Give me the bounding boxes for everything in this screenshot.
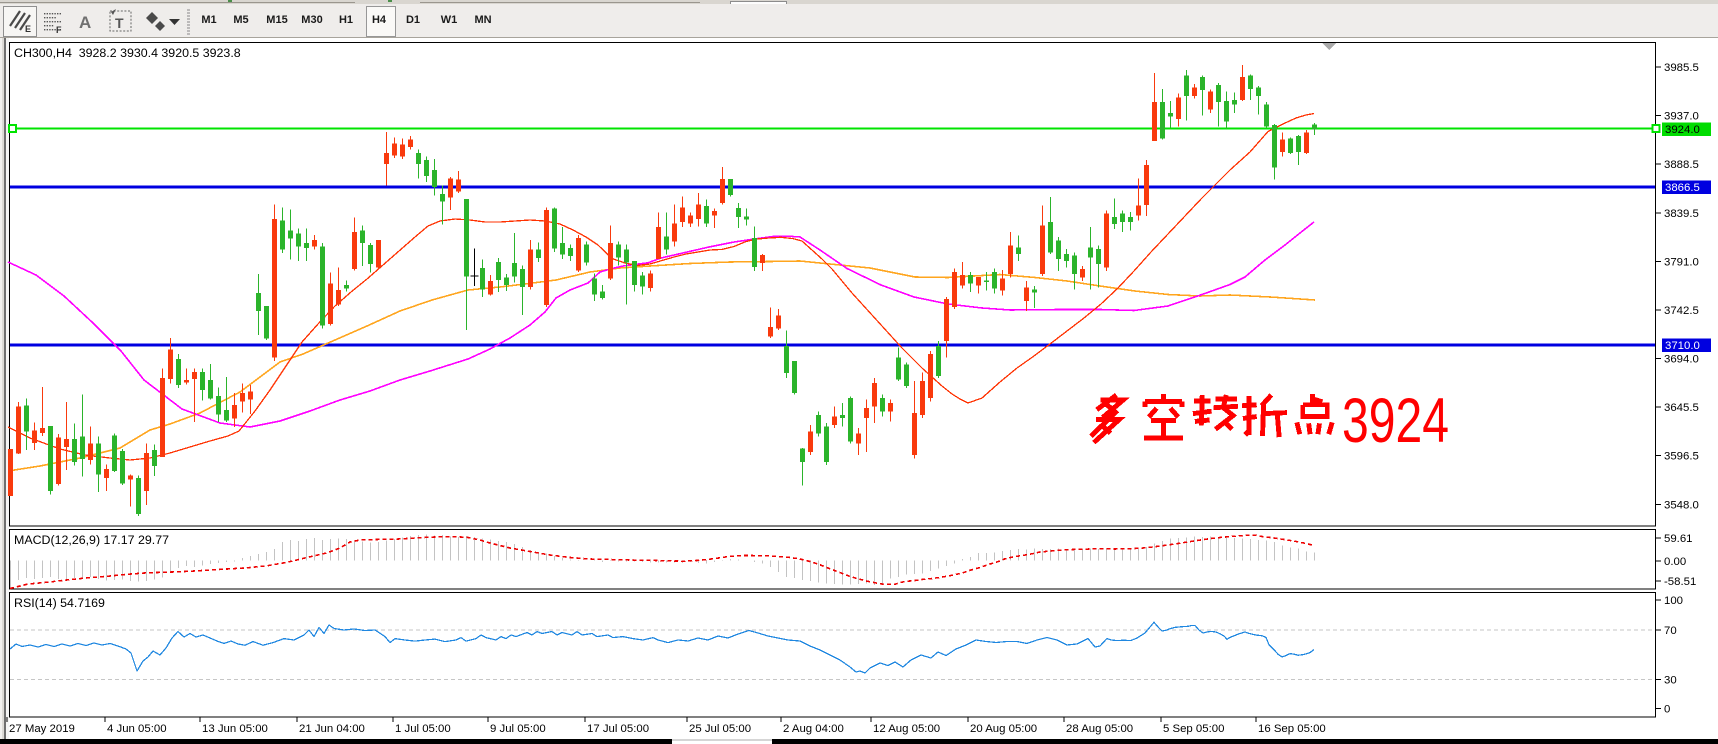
svg-text:RSI(14) 54.7169: RSI(14) 54.7169	[14, 596, 105, 610]
svg-text:CH300,H4 3928.2 3930.4 3920.5: CH300,H4 3928.2 3930.4 3920.5 3923.8	[14, 46, 241, 60]
svg-text:3645.5: 3645.5	[1664, 402, 1699, 414]
svg-text:3924: 3924	[1342, 386, 1449, 456]
svg-text:28 Aug 05:00: 28 Aug 05:00	[1066, 723, 1133, 735]
svg-text:3985.5: 3985.5	[1664, 62, 1699, 74]
svg-text:3548.0: 3548.0	[1664, 500, 1699, 512]
svg-text:5 Sep 05:00: 5 Sep 05:00	[1163, 723, 1224, 735]
svg-text:E: E	[25, 24, 31, 34]
svg-text:F: F	[56, 25, 62, 35]
svg-text:30: 30	[1664, 675, 1677, 687]
svg-text:27 May 2019: 27 May 2019	[9, 723, 75, 735]
svg-text:13 Jun 05:00: 13 Jun 05:00	[202, 723, 268, 735]
svg-text:-58.51: -58.51	[1664, 576, 1696, 588]
svg-text:20 Aug 05:00: 20 Aug 05:00	[970, 723, 1037, 735]
svg-text:12 Aug 05:00: 12 Aug 05:00	[873, 723, 940, 735]
svg-text:3866.5: 3866.5	[1665, 182, 1700, 194]
svg-text:3839.5: 3839.5	[1664, 208, 1699, 220]
svg-text:21 Jun 04:00: 21 Jun 04:00	[299, 723, 365, 735]
svg-text:2 Aug 04:00: 2 Aug 04:00	[783, 723, 844, 735]
svg-text:100: 100	[1664, 595, 1683, 607]
svg-text:17 Jul 05:00: 17 Jul 05:00	[587, 723, 649, 735]
svg-text:0: 0	[1664, 704, 1670, 716]
svg-text:1 Jul 05:00: 1 Jul 05:00	[395, 723, 451, 735]
svg-text:70: 70	[1664, 625, 1677, 637]
svg-text:25 Jul 05:00: 25 Jul 05:00	[689, 723, 751, 735]
svg-text:3888.5: 3888.5	[1664, 159, 1699, 171]
svg-text:T: T	[115, 15, 124, 31]
svg-text:3596.5: 3596.5	[1664, 451, 1699, 463]
svg-text:3694.0: 3694.0	[1664, 354, 1699, 366]
svg-text:3924.0: 3924.0	[1665, 124, 1700, 136]
svg-text:3791.0: 3791.0	[1664, 257, 1699, 269]
svg-text:16 Sep 05:00: 16 Sep 05:00	[1258, 723, 1326, 735]
svg-text:59.61: 59.61	[1664, 533, 1693, 545]
svg-text:9 Jul 05:00: 9 Jul 05:00	[490, 723, 546, 735]
svg-text:3710.0: 3710.0	[1665, 340, 1700, 352]
svg-text:MACD(12,26,9) 17.17 29.77: MACD(12,26,9) 17.17 29.77	[14, 533, 169, 547]
svg-text:3937.0: 3937.0	[1664, 111, 1699, 123]
svg-text:0.00: 0.00	[1664, 556, 1686, 568]
svg-text:3742.5: 3742.5	[1664, 305, 1699, 317]
svg-text:A: A	[79, 13, 91, 32]
svg-text:4 Jun 05:00: 4 Jun 05:00	[107, 723, 167, 735]
